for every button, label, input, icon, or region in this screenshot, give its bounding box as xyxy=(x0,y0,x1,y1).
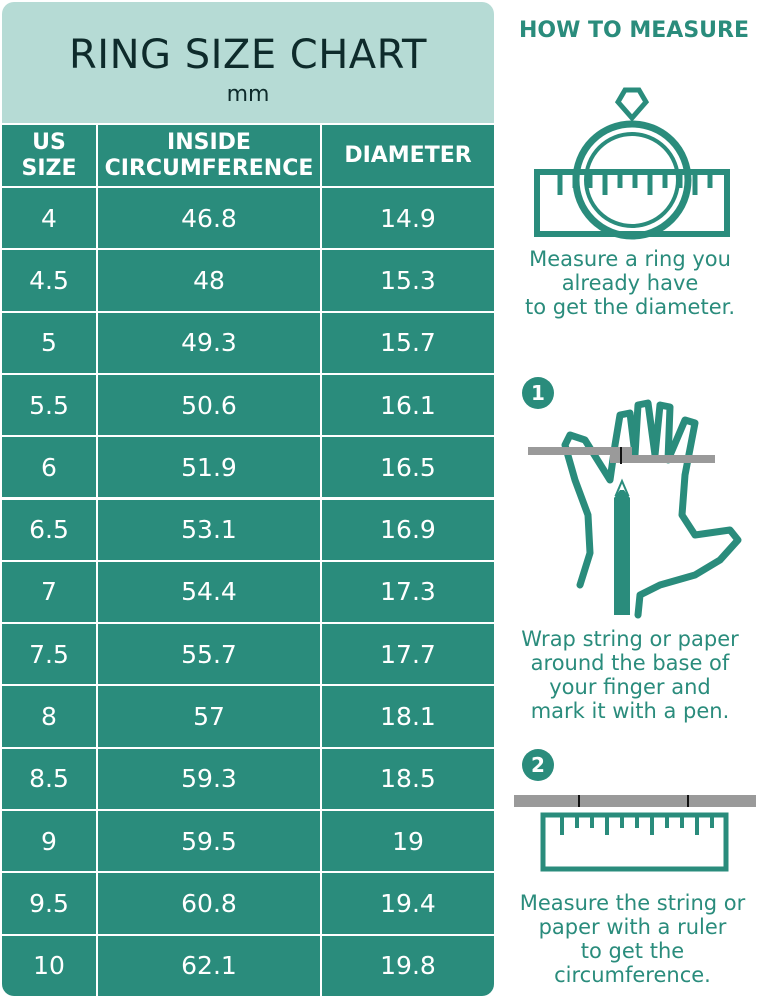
circumference-cell: 48 xyxy=(98,250,320,311)
us-size-cell: 7.5 xyxy=(2,624,96,685)
step1-text-line: mark it with a pen. xyxy=(530,699,730,723)
step-2-badge: 2 xyxy=(522,749,554,781)
step2-text-line: paper with a ruler xyxy=(538,915,727,939)
us-size-cell: 5.5 xyxy=(2,374,96,436)
us-size-cell: 5 xyxy=(2,312,96,373)
diameter-cell: 17.7 xyxy=(322,624,494,685)
circumference-cell: 59.3 xyxy=(98,748,320,809)
column-header: US SIZE xyxy=(2,125,96,186)
circumference-cell: 60.8 xyxy=(98,873,320,934)
column-header: DIAMETER xyxy=(322,125,494,186)
diameter-cell: 16.1 xyxy=(322,374,494,436)
us-size-cell: 4.5 xyxy=(2,250,96,311)
diameter-cell: 18.5 xyxy=(322,748,494,809)
diameter-cell: 15.3 xyxy=(322,250,494,311)
chart-title: RING SIZE CHART xyxy=(69,32,427,78)
step-1-instruction: Wrap string or paper around the base of … xyxy=(505,627,755,723)
step1-text-line: around the base of xyxy=(530,651,730,675)
diameter-cell: 16.9 xyxy=(322,499,494,560)
diameter-cell: 19.4 xyxy=(322,873,494,934)
ring-text-line: already have xyxy=(561,271,699,295)
us-size-cell: 7 xyxy=(2,561,96,623)
circumference-cell: 62.1 xyxy=(98,935,320,996)
step2-text-line: to get the xyxy=(580,939,685,963)
step-1-badge: 1 xyxy=(522,377,554,409)
table-header-banner: RING SIZE CHART mm xyxy=(2,2,494,123)
ring-instruction: Measure a ring you already have to get t… xyxy=(505,247,755,319)
us-size-cell: 8.5 xyxy=(2,748,96,809)
step2-text-line: Measure the string or xyxy=(519,891,746,915)
us-size-cell: 6 xyxy=(2,437,96,498)
us-size-cell: 10 xyxy=(2,935,96,996)
circumference-cell: 59.5 xyxy=(98,811,320,872)
how-to-measure-title: HOW TO MEASURE xyxy=(518,18,750,43)
us-size-cell: 9 xyxy=(2,811,96,872)
diameter-cell: 17.3 xyxy=(322,561,494,623)
ring-text-line: Measure a ring you xyxy=(529,247,731,271)
diameter-cell: 18.1 xyxy=(322,686,494,747)
diameter-cell: 19 xyxy=(322,811,494,872)
ring-text-line: to get the diameter. xyxy=(525,295,735,319)
step2-text-line: circumference. xyxy=(554,963,711,987)
string-and-ruler-icon xyxy=(514,795,756,872)
circumference-cell: 51.9 xyxy=(98,437,320,498)
unit-label: mm xyxy=(226,82,270,107)
step1-text-line: Wrap string or paper xyxy=(521,627,739,651)
us-size-cell: 8 xyxy=(2,686,96,747)
us-size-cell: 9.5 xyxy=(2,873,96,934)
circumference-cell: 46.8 xyxy=(98,188,320,249)
circumference-cell: 49.3 xyxy=(98,312,320,373)
circumference-cell: 55.7 xyxy=(98,624,320,685)
ring-size-table: RING SIZE CHART mm US SIZE INSIDE CIRCUMF… xyxy=(2,2,494,996)
step-2-instruction: Measure the string or paper with a ruler… xyxy=(505,891,758,987)
diameter-cell: 14.9 xyxy=(322,188,494,249)
diameter-cell: 19.8 xyxy=(322,935,494,996)
diameter-cell: 15.7 xyxy=(322,312,494,373)
us-size-cell: 6.5 xyxy=(2,499,96,560)
step1-text-line: your finger and xyxy=(549,675,711,699)
circumference-cell: 54.4 xyxy=(98,561,320,623)
circumference-cell: 50.6 xyxy=(98,374,320,436)
circumference-cell: 57 xyxy=(98,686,320,747)
us-size-cell: 4 xyxy=(2,188,96,249)
circumference-cell: 53.1 xyxy=(98,499,320,560)
column-header: INSIDE CIRCUMFERENCE xyxy=(98,125,320,186)
diameter-cell: 16.5 xyxy=(322,437,494,498)
hand-with-string-and-pen-icon xyxy=(528,399,742,619)
ring-on-ruler-icon xyxy=(534,87,730,240)
